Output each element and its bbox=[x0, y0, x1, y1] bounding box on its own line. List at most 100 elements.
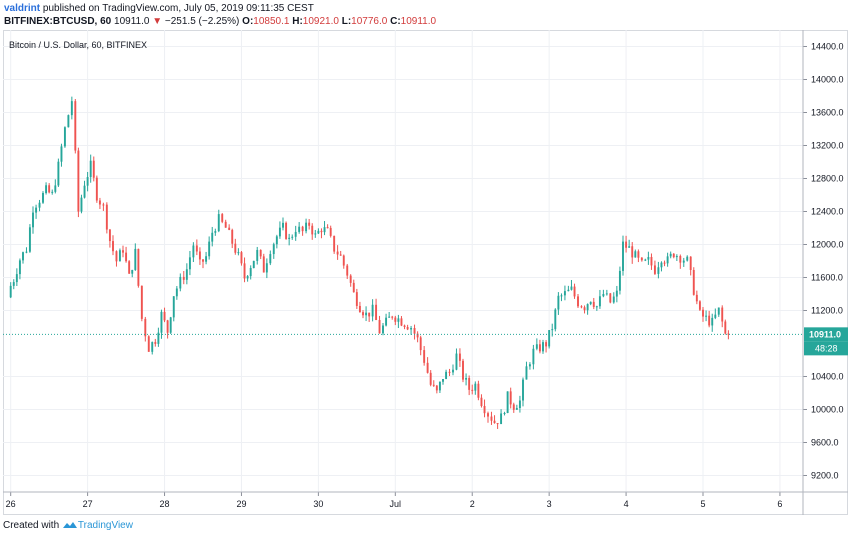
candle-body bbox=[625, 241, 628, 248]
candle-body bbox=[548, 330, 551, 347]
candle-body bbox=[518, 400, 521, 409]
high-label: H: bbox=[292, 16, 303, 27]
x-tick-label: 5 bbox=[700, 499, 705, 509]
chart-container[interactable]: 14400.0 14000.0 13600.0 13200.0 12800.0 12400… bbox=[3, 30, 848, 515]
chart-header: valdrint published on TradingView.com, J… bbox=[3, 0, 848, 28]
y-tick-label: 12800.0 bbox=[811, 174, 844, 184]
candle-body bbox=[157, 332, 160, 344]
candle-body bbox=[32, 212, 34, 228]
candle-body bbox=[301, 226, 304, 232]
candle-body bbox=[602, 293, 605, 297]
candle-body bbox=[666, 256, 669, 264]
x-tick-label: 2 bbox=[470, 499, 475, 509]
candle-body bbox=[192, 245, 195, 258]
countdown-label: 48:28 bbox=[815, 343, 838, 353]
candle-body bbox=[438, 381, 441, 391]
symbol-label: BITFINEX:BTCUSD, 60 bbox=[4, 16, 112, 27]
candle-body bbox=[48, 185, 51, 193]
candle-body bbox=[483, 405, 486, 414]
candle-body bbox=[214, 231, 217, 233]
candle-body bbox=[118, 250, 121, 262]
candle-body bbox=[122, 250, 124, 253]
candle-body bbox=[38, 202, 41, 208]
candle-body bbox=[727, 333, 730, 335]
low-value: 10776.0 bbox=[351, 16, 388, 27]
countdown-tag bbox=[804, 341, 848, 356]
candle-body bbox=[525, 366, 528, 380]
candle-body bbox=[378, 320, 381, 334]
candle-body bbox=[98, 200, 101, 205]
candle-body bbox=[563, 291, 566, 296]
footer: Created with TradingView bbox=[3, 520, 133, 531]
y-tick-label: 13600.0 bbox=[811, 108, 844, 118]
candle-body bbox=[650, 257, 653, 266]
candle-body bbox=[86, 177, 89, 186]
candle-body bbox=[234, 243, 237, 253]
candle-body bbox=[112, 241, 114, 252]
candle-body bbox=[182, 276, 185, 280]
candle-body bbox=[509, 391, 512, 405]
down-arrow-icon: ▼ bbox=[152, 16, 163, 27]
candle-body bbox=[477, 383, 480, 398]
candle-body bbox=[262, 256, 265, 273]
open-value: 10850.1 bbox=[253, 16, 290, 27]
change-value: −251.5 (−2.25%) bbox=[164, 16, 240, 27]
x-tick-label: 27 bbox=[83, 499, 93, 509]
candle-body bbox=[42, 193, 44, 203]
candle-body bbox=[208, 241, 211, 257]
candle-body bbox=[237, 252, 240, 254]
candle-body bbox=[618, 270, 621, 291]
tradingview-brand[interactable]: TradingView bbox=[77, 520, 133, 531]
candle-body bbox=[336, 251, 339, 255]
candle-body bbox=[317, 230, 320, 234]
candle-body bbox=[675, 255, 678, 258]
candle-body bbox=[573, 286, 576, 297]
candle-body bbox=[163, 311, 166, 321]
candle-body bbox=[291, 236, 294, 238]
candle-body bbox=[679, 255, 682, 263]
candle-body bbox=[385, 317, 388, 326]
tradingview-logo-icon bbox=[62, 522, 77, 529]
candle-body bbox=[471, 389, 474, 391]
candle-body bbox=[228, 227, 231, 230]
candle-body bbox=[179, 276, 182, 289]
candle-body bbox=[349, 275, 352, 283]
candle-body bbox=[609, 293, 612, 303]
candle-body bbox=[175, 288, 178, 297]
candle-body bbox=[205, 256, 208, 262]
candle-body bbox=[125, 252, 128, 262]
candle-body bbox=[542, 342, 544, 352]
candle-body bbox=[634, 251, 637, 258]
candle-body bbox=[487, 413, 489, 417]
low-label: L: bbox=[341, 16, 352, 27]
candle-body bbox=[285, 222, 288, 239]
candle-body bbox=[371, 304, 374, 317]
x-tick-label: Jul bbox=[390, 499, 402, 509]
candle-body bbox=[637, 251, 640, 258]
candle-body bbox=[545, 342, 548, 347]
author-link[interactable]: valdrint bbox=[4, 3, 41, 14]
candle-body bbox=[382, 325, 384, 334]
candle-body bbox=[329, 227, 332, 236]
candlestick-chart[interactable]: 14400.0 14000.0 13600.0 13200.0 12800.0 12400… bbox=[3, 30, 848, 515]
candle-body bbox=[567, 289, 570, 292]
candle-body bbox=[365, 312, 368, 316]
candle-body bbox=[388, 316, 391, 318]
candle-body bbox=[468, 377, 471, 390]
candle-body bbox=[490, 416, 493, 421]
candle-body bbox=[305, 222, 308, 232]
candle-body bbox=[375, 304, 378, 321]
candle-body bbox=[275, 236, 278, 245]
candle-body bbox=[272, 244, 275, 255]
candle-body bbox=[644, 259, 647, 261]
candle-body bbox=[166, 320, 169, 333]
candle-body bbox=[410, 328, 413, 330]
candle-body bbox=[435, 385, 438, 391]
candle-body bbox=[51, 191, 54, 193]
candle-body bbox=[294, 231, 297, 237]
candle-body bbox=[631, 246, 634, 258]
candle-body bbox=[326, 227, 329, 229]
candle-body bbox=[362, 312, 364, 316]
candle-body bbox=[308, 222, 311, 226]
candle-body bbox=[589, 301, 592, 305]
